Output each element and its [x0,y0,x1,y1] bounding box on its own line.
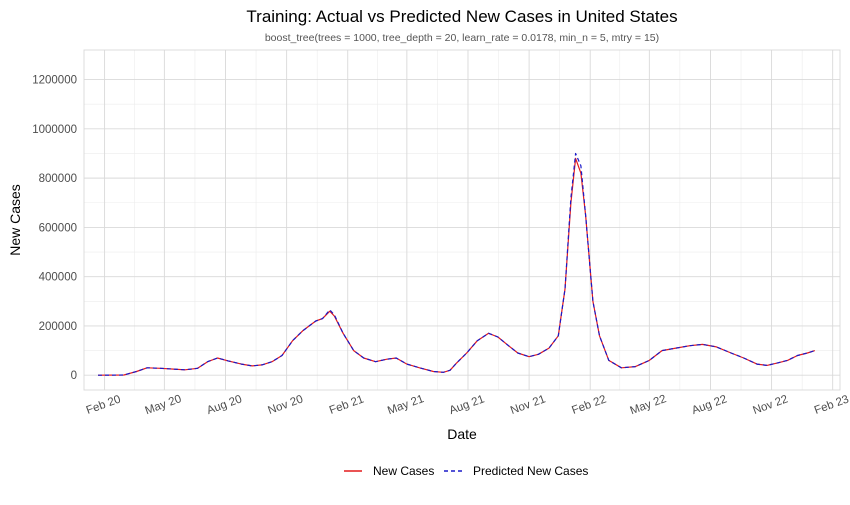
y-tick-label: 1000000 [32,124,77,136]
y-tick-label: 800000 [39,173,77,185]
plot-border [83,49,841,391]
y-tick-label: 400000 [39,272,77,284]
chart-title: Training: Actual vs Predicted New Cases … [246,7,677,26]
plot-panel: Feb 20 May 20 Aug 20 Nov 20 Feb 21 May 21 Aug … [32,49,850,417]
y-axis-label: New Cases [7,184,23,256]
y-tick-label: 1200000 [32,75,77,87]
y-tick-label: 600000 [39,222,77,234]
x-tick-label: Feb 20 [85,393,123,417]
x-axis-label: Date [447,426,477,442]
legend: New Cases Predicted New Cases [344,464,588,478]
x-tick-label: May 20 [144,393,184,417]
x-tick-label: Feb 23 [813,393,850,417]
x-tick-label: Nov 21 [509,393,547,417]
y-tick-label: 200000 [39,321,77,333]
x-tick-label: Aug 21 [448,393,486,417]
x-tick-label: Feb 21 [328,393,366,417]
chart-subtitle: boost_tree(trees = 1000, tree_depth = 20… [265,32,659,44]
x-tick-label: Feb 22 [570,393,608,417]
x-tick-label: Aug 22 [690,393,728,417]
x-tick-label: Nov 20 [266,393,304,417]
x-tick-label: Aug 20 [205,393,243,417]
x-tick-label: Nov 22 [751,393,789,417]
plot-background [84,50,840,390]
legend-label: New Cases [373,464,434,478]
y-tick-label: 0 [71,370,77,382]
x-tick-label: May 21 [386,393,426,417]
x-tick-label: May 22 [629,393,669,417]
series-line-predicted [97,152,815,376]
legend-label: Predicted New Cases [473,464,588,478]
